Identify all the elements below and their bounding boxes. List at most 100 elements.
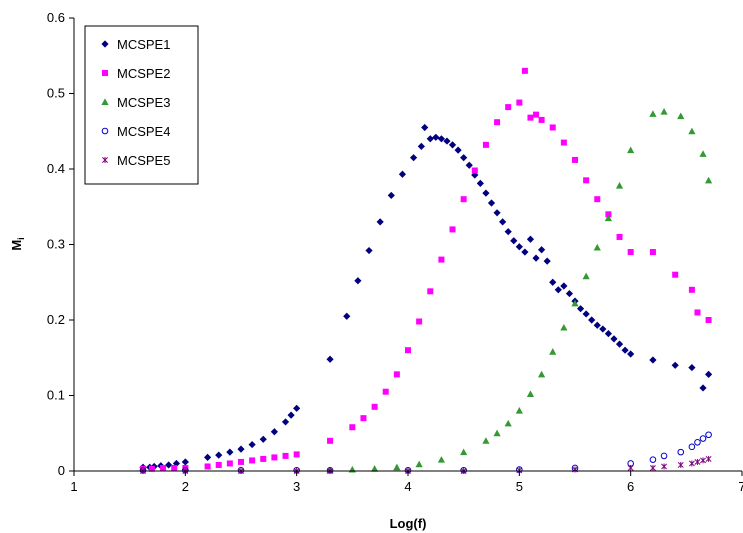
data-point xyxy=(426,135,434,143)
data-point xyxy=(549,124,556,131)
data-point xyxy=(281,418,290,426)
data-point xyxy=(510,237,518,245)
data-point xyxy=(699,384,707,392)
data-point xyxy=(504,419,512,427)
y-axis-title-sub: i xyxy=(16,237,26,240)
data-point xyxy=(476,179,484,187)
x-tick-label: 1 xyxy=(70,479,77,494)
data-point xyxy=(526,235,535,243)
data-point xyxy=(604,214,612,222)
series-mcspe2 xyxy=(140,67,712,472)
data-point xyxy=(582,272,590,280)
data-point xyxy=(677,461,684,468)
y-tick-label: 0 xyxy=(58,463,65,478)
data-point xyxy=(387,191,395,200)
data-point xyxy=(582,310,590,318)
data-point xyxy=(215,451,223,459)
data-point xyxy=(593,321,601,329)
x-tick-label: 4 xyxy=(404,479,411,494)
data-point xyxy=(437,456,445,463)
data-point xyxy=(554,286,562,294)
legend-marker xyxy=(102,157,108,163)
data-point xyxy=(448,141,457,149)
data-point xyxy=(409,154,418,162)
data-point xyxy=(572,156,578,163)
data-point xyxy=(649,456,657,463)
data-point xyxy=(705,176,713,184)
data-point xyxy=(661,463,668,470)
data-point xyxy=(432,133,440,141)
data-point xyxy=(482,437,490,444)
data-point xyxy=(505,104,512,111)
data-point xyxy=(482,141,489,148)
data-point xyxy=(360,415,367,422)
data-point xyxy=(365,246,373,255)
data-point xyxy=(549,278,557,286)
data-point xyxy=(482,189,490,197)
data-point xyxy=(494,119,501,126)
data-point xyxy=(616,233,623,240)
data-point xyxy=(593,243,601,251)
legend-marker xyxy=(101,98,109,105)
data-point xyxy=(594,196,601,203)
data-point xyxy=(393,463,401,471)
data-point xyxy=(660,452,668,460)
data-point xyxy=(371,403,378,410)
data-point xyxy=(671,361,679,369)
data-point xyxy=(538,370,546,378)
data-point xyxy=(583,177,590,184)
data-point xyxy=(293,404,301,412)
data-point xyxy=(259,435,267,443)
data-point xyxy=(649,249,656,256)
x-tick-label: 6 xyxy=(627,479,634,494)
data-point xyxy=(248,440,256,449)
data-point xyxy=(627,146,635,154)
data-point xyxy=(260,455,267,462)
data-point xyxy=(660,108,668,115)
legend-label: MCSPE3 xyxy=(117,95,170,110)
data-point xyxy=(621,346,629,354)
data-point xyxy=(705,317,712,323)
data-point xyxy=(417,142,425,150)
data-point xyxy=(649,464,656,471)
data-point xyxy=(460,448,468,456)
data-point xyxy=(460,154,468,162)
data-point xyxy=(382,388,389,395)
data-point xyxy=(521,248,529,256)
data-point xyxy=(415,460,423,468)
data-point xyxy=(454,146,462,154)
data-point xyxy=(293,451,300,458)
series-mcspe3 xyxy=(326,108,713,474)
data-point xyxy=(560,139,567,146)
data-point xyxy=(688,460,695,467)
data-point xyxy=(460,196,467,203)
data-point xyxy=(393,371,400,378)
data-point xyxy=(700,457,706,464)
data-point xyxy=(526,390,535,397)
data-point xyxy=(694,309,701,316)
data-point xyxy=(427,288,434,295)
data-point xyxy=(181,458,189,466)
data-point xyxy=(527,114,534,121)
x-tick-label: 3 xyxy=(293,479,300,494)
data-point xyxy=(237,445,245,453)
data-point xyxy=(493,209,501,217)
x-tick-label: 5 xyxy=(516,479,523,494)
data-point xyxy=(565,289,574,298)
data-point xyxy=(560,282,568,290)
legend-marker xyxy=(101,127,109,135)
data-point xyxy=(516,99,523,106)
x-tick-label: 7 xyxy=(738,479,743,494)
data-point xyxy=(326,355,334,363)
data-point xyxy=(588,316,596,324)
legend-label: MCSPE4 xyxy=(117,124,170,139)
data-point xyxy=(343,312,351,320)
y-tick-label: 0.4 xyxy=(47,161,65,176)
data-point xyxy=(287,411,295,419)
y-tick-label: 0.3 xyxy=(47,237,65,252)
data-point xyxy=(271,454,278,461)
data-point xyxy=(226,460,233,467)
data-point xyxy=(438,256,445,263)
data-point xyxy=(204,463,211,470)
